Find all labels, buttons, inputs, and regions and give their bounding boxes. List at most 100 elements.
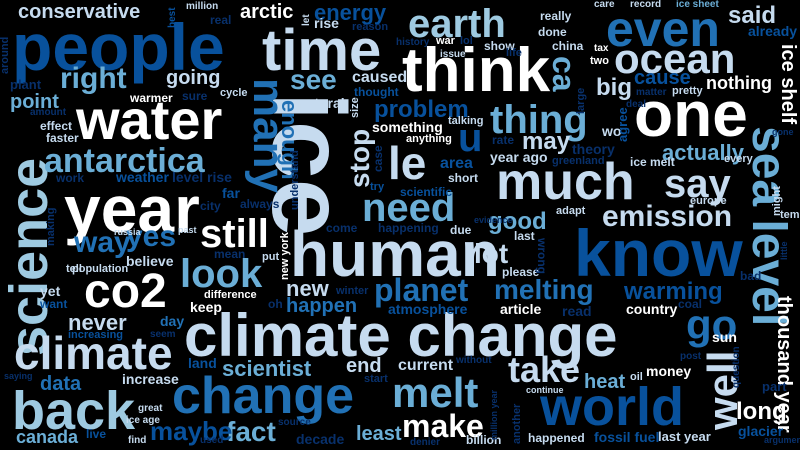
word-climate-change: climate change	[184, 302, 618, 369]
word-human: human	[290, 218, 500, 290]
word-coal: coal	[678, 297, 703, 311]
word-money: money	[646, 363, 692, 379]
word-know: know	[574, 216, 743, 290]
word-maybe: maybe	[150, 416, 233, 446]
word-go: go	[686, 301, 738, 348]
word-back: back	[12, 381, 136, 441]
word-keep: keep	[190, 299, 222, 315]
word-water: water	[76, 88, 223, 151]
word-really: really	[540, 9, 572, 23]
word-another: another	[511, 403, 523, 444]
word-continue: continue	[526, 385, 564, 395]
word-problem: problem	[374, 96, 469, 123]
word-try: try	[370, 181, 385, 193]
word-heat: heat	[584, 371, 626, 393]
word-might: might	[771, 186, 783, 216]
word-data: data	[40, 373, 82, 395]
word-post: post	[680, 351, 702, 362]
word-make: make	[402, 408, 484, 444]
word-life: life	[506, 47, 522, 59]
word-past: past	[178, 225, 197, 235]
word-day: day	[160, 313, 185, 329]
word-say: say	[664, 162, 731, 206]
word-earth: earth	[408, 2, 506, 46]
word-europe: europe	[690, 195, 727, 207]
word-amount: amount	[30, 107, 67, 118]
word-find: find	[128, 435, 147, 446]
word-yes: yes	[126, 220, 177, 253]
word-city: city	[200, 199, 221, 213]
word-come: come	[326, 221, 358, 235]
word-decade: decade	[296, 431, 345, 447]
word-energy: energy	[314, 0, 387, 25]
word-cause: cause	[634, 67, 691, 89]
word-article: article	[500, 301, 542, 317]
word-due: due	[450, 223, 472, 237]
word-russia: russia	[114, 227, 141, 237]
word-war: war	[436, 35, 455, 47]
word-billion: billion	[466, 433, 502, 447]
word-good: good	[488, 208, 547, 235]
word-making: making	[45, 207, 57, 246]
word-reason: reason	[352, 21, 389, 33]
word-short: short	[448, 171, 478, 185]
word-temperature: temperature	[780, 209, 800, 221]
word-ice-shelf: ice shelf	[777, 44, 799, 125]
word-greenland: greenland	[552, 155, 605, 167]
word-fact: fact	[226, 416, 276, 447]
word-nothing: nothing	[706, 73, 772, 93]
word-u: u	[458, 116, 483, 160]
word-melt: melt	[392, 369, 479, 416]
word-faster: faster	[46, 131, 79, 145]
word-right: right	[60, 62, 127, 95]
word-show: show	[484, 39, 515, 53]
word-part: part	[762, 379, 787, 394]
word-way: way	[74, 226, 131, 259]
word-new: new	[286, 276, 329, 301]
word-happen: happen	[286, 295, 358, 317]
word-think: think	[402, 36, 551, 105]
word-done: done	[538, 25, 567, 39]
word-saying: saying	[4, 371, 33, 381]
word-year: year	[64, 172, 200, 246]
word-ice-age: ice age	[126, 415, 160, 426]
word-level-rise: level rise	[172, 169, 232, 185]
word-lot: lot	[474, 238, 509, 269]
word-difference: difference	[204, 289, 257, 301]
word-agree: agree	[615, 107, 630, 142]
word-something: something	[372, 119, 443, 135]
word-long: long	[736, 398, 787, 425]
word-melting: melting	[494, 274, 594, 305]
word-time: time	[262, 18, 382, 83]
word-far: far	[222, 185, 240, 201]
word-question: question	[731, 346, 742, 388]
word-cycle: cycle	[220, 87, 248, 99]
word-stop: stop	[344, 128, 375, 188]
word-least: least	[356, 423, 402, 445]
word-area: area	[440, 155, 473, 172]
word-million-year: million year	[489, 389, 499, 440]
word-ice-melt: ice melt	[630, 155, 675, 169]
word-source: source	[278, 417, 311, 428]
word-already: already	[748, 23, 798, 39]
word-population: population	[72, 263, 129, 275]
word-history: history	[396, 37, 430, 48]
word-end: end	[346, 355, 382, 377]
word-country: country	[626, 301, 678, 317]
word-see: see	[290, 64, 337, 95]
word-issue: issue	[440, 49, 466, 60]
word-real: real	[210, 13, 232, 27]
word-mean: mean	[214, 247, 246, 261]
word-believe: believe	[126, 253, 174, 269]
word-arctic: arctic	[240, 1, 294, 23]
word-happened: happened	[528, 431, 585, 445]
word-argument: argument	[764, 435, 800, 445]
word-increasing: increasing	[68, 329, 124, 341]
word-world: world	[540, 377, 684, 437]
word-much: much	[496, 153, 635, 211]
word-planet: planet	[374, 272, 469, 308]
word-still: still	[200, 212, 269, 256]
word-take: take	[508, 349, 581, 390]
word-record: record	[630, 0, 662, 10]
